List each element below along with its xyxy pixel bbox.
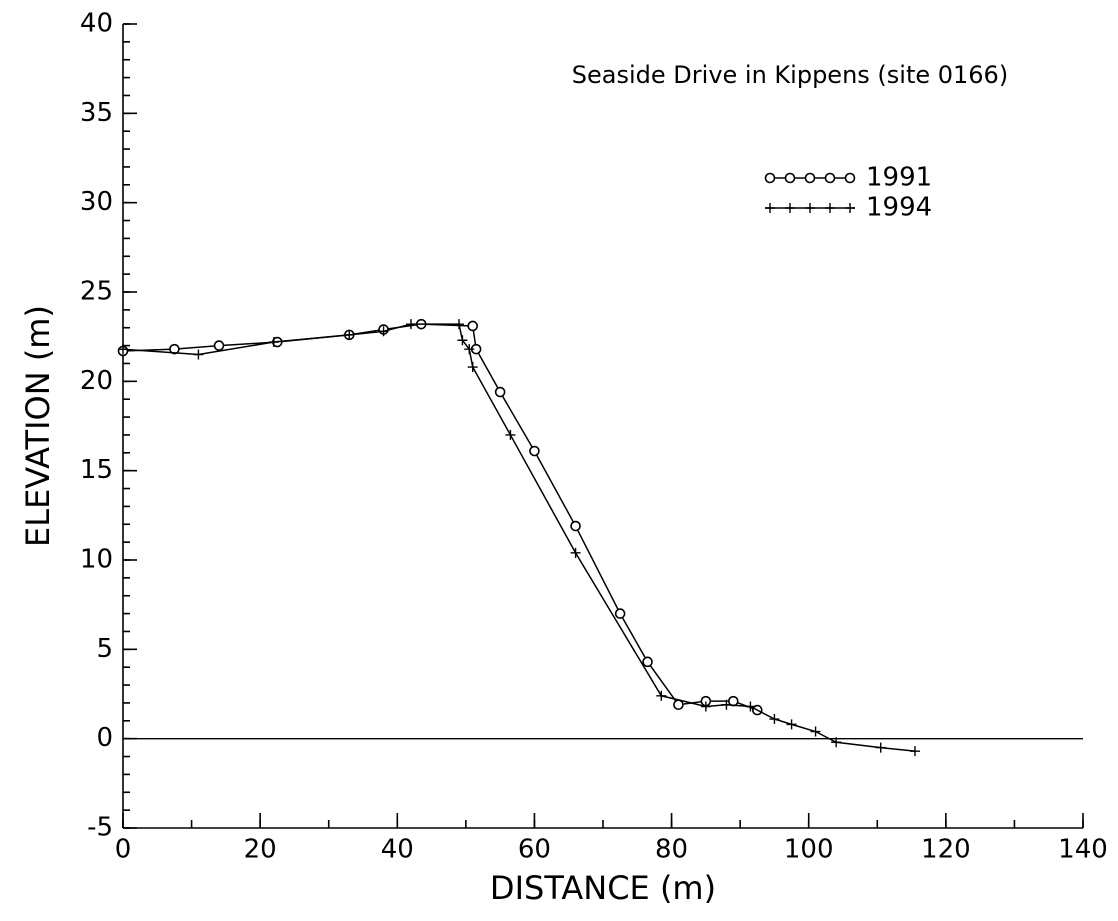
- marker: [494, 386, 506, 398]
- marker: [769, 714, 780, 725]
- marker: [169, 343, 180, 355]
- y-tick-label: 10: [80, 545, 113, 575]
- marker: [118, 344, 128, 355]
- marker: [457, 335, 468, 346]
- marker: [406, 319, 416, 330]
- y-tick-label: 15: [80, 455, 113, 485]
- marker: [268, 337, 279, 348]
- y-axis-label: ELEVATION (m): [19, 305, 57, 547]
- marker: [786, 719, 797, 730]
- x-tick-label: 60: [518, 835, 551, 865]
- y-tick-label: 25: [80, 277, 113, 307]
- x-tick-label: 0: [115, 835, 132, 865]
- series-line: [122, 323, 916, 752]
- marker: [529, 445, 540, 457]
- marker: [570, 520, 581, 532]
- marker: [344, 329, 355, 340]
- marker: [467, 320, 479, 332]
- x-tick-label: 20: [244, 835, 277, 865]
- marker: [810, 726, 821, 737]
- y-tick-label: 35: [80, 98, 113, 128]
- marker: [721, 699, 732, 710]
- marker: [454, 319, 464, 330]
- legend-marker: [784, 172, 796, 184]
- legend-marker: [804, 172, 816, 184]
- x-axis-label: DISTANCE (m): [490, 869, 716, 907]
- legend-marker: [825, 203, 835, 213]
- marker: [642, 656, 653, 668]
- chart-title: Seaside Drive in Kippens (site 0166): [572, 61, 1008, 89]
- y-tick-label: 30: [80, 187, 113, 217]
- marker: [467, 362, 478, 373]
- x-tick-label: 40: [381, 835, 414, 865]
- legend-label: 1994: [866, 193, 932, 223]
- legend-marker: [765, 203, 775, 213]
- marker: [464, 344, 475, 355]
- x-tick-label: 100: [784, 835, 834, 865]
- legend-label: 1991: [866, 163, 932, 193]
- legend-marker: [824, 172, 836, 184]
- legend-marker: [845, 203, 855, 213]
- legend-marker: [764, 172, 776, 184]
- legend-marker: [785, 203, 795, 213]
- y-tick-label: 0: [96, 723, 113, 753]
- marker: [700, 701, 711, 712]
- marker: [875, 742, 886, 753]
- x-tick-label: 140: [1058, 835, 1108, 865]
- y-tick-label: 40: [80, 9, 113, 39]
- y-tick-label: 20: [80, 366, 113, 396]
- marker: [213, 340, 225, 351]
- marker: [505, 429, 516, 440]
- marker: [831, 737, 842, 748]
- marker: [673, 699, 684, 711]
- x-tick-label: 80: [655, 835, 688, 865]
- marker: [193, 349, 204, 360]
- y-tick-label: -5: [87, 813, 113, 843]
- marker: [910, 746, 920, 757]
- x-tick-label: 120: [921, 835, 971, 865]
- y-tick-label: 5: [96, 634, 113, 664]
- marker: [378, 326, 389, 337]
- marker: [656, 690, 667, 701]
- legend-marker: [805, 203, 815, 213]
- marker: [570, 547, 581, 558]
- marker: [745, 701, 756, 712]
- marker: [614, 608, 626, 619]
- series-line: [122, 323, 758, 711]
- legend-marker: [844, 172, 856, 184]
